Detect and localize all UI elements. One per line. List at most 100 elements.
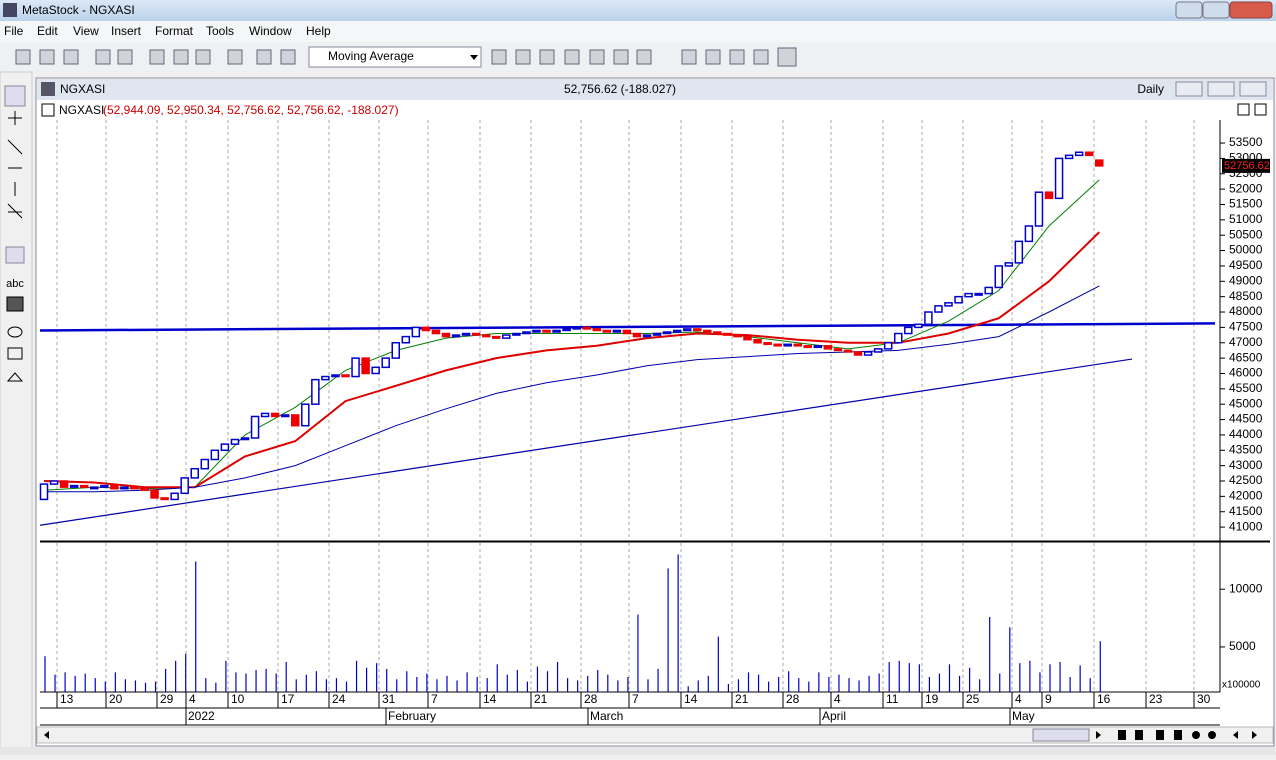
- scroll-right[interactable]: [1096, 731, 1101, 739]
- tool-button[interactable]: [280, 49, 296, 65]
- tool-button[interactable]: [95, 49, 111, 65]
- zoom-tool[interactable]: [5, 246, 25, 264]
- maximize-button[interactable]: [1202, 1, 1230, 19]
- tool-button[interactable]: [39, 49, 55, 65]
- candle-body: [662, 331, 672, 335]
- tool-button[interactable]: [15, 49, 31, 65]
- menu-item[interactable]: Edit: [37, 24, 58, 38]
- candle-body: [703, 329, 712, 333]
- tool-button[interactable]: [681, 49, 697, 65]
- tool-button[interactable]: [777, 47, 797, 67]
- tool-button[interactable]: [195, 49, 211, 65]
- page-left[interactable]: [1233, 731, 1238, 739]
- scroll-thumb[interactable]: [1032, 728, 1090, 742]
- tool-button[interactable]: [515, 49, 531, 65]
- candle-body: [582, 326, 591, 330]
- x-tick-label: 10: [231, 692, 245, 706]
- panel-close[interactable]: [1254, 103, 1267, 116]
- candle-body: [813, 345, 823, 349]
- tool-button[interactable]: [117, 49, 133, 65]
- indicator-name: Moving Average: [328, 49, 414, 63]
- ellipse-tool[interactable]: [7, 326, 23, 338]
- tool-button[interactable]: [636, 49, 652, 65]
- candle-body: [291, 414, 300, 427]
- menu-item[interactable]: Format: [155, 24, 194, 38]
- title-bar: [0, 0, 1276, 21]
- zoom-out[interactable]: [1192, 731, 1200, 739]
- candle-body: [522, 331, 531, 335]
- page-right[interactable]: [1252, 731, 1257, 739]
- candle-body: [1004, 262, 1014, 267]
- candle-body: [260, 412, 270, 418]
- y-tick-label: 45000: [1229, 396, 1263, 410]
- candle-body: [532, 329, 541, 333]
- tool-button[interactable]: [564, 49, 580, 65]
- x-tick-label: 23: [1149, 692, 1163, 706]
- tool-button[interactable]: [173, 49, 189, 65]
- triangle-tool[interactable]: [6, 372, 24, 382]
- minimize-button[interactable]: [1175, 1, 1203, 19]
- menu-item[interactable]: File: [4, 24, 24, 38]
- candle-body: [562, 328, 571, 332]
- candle-body: [451, 334, 461, 338]
- nav-button[interactable]: [1118, 730, 1126, 740]
- chart-restore[interactable]: [1207, 81, 1235, 97]
- tool-button[interactable]: [256, 49, 272, 65]
- tool-button[interactable]: [539, 49, 555, 65]
- candle-body: [100, 484, 109, 488]
- menu-item[interactable]: Tools: [206, 24, 234, 38]
- candle-body: [642, 334, 652, 338]
- menu-item[interactable]: Insert: [111, 24, 142, 38]
- menu-item[interactable]: Window: [249, 24, 292, 38]
- chart-minimize[interactable]: [1175, 81, 1203, 97]
- candle-body: [994, 265, 1003, 289]
- scroll-left[interactable]: [44, 731, 49, 739]
- candle-body: [672, 329, 682, 333]
- candle-body: [883, 342, 893, 350]
- tool-button[interactable]: [613, 49, 629, 65]
- x-tick-label: 11: [886, 692, 899, 706]
- candle-body: [280, 414, 290, 418]
- app-icon: [3, 3, 17, 17]
- tool-button[interactable]: [753, 49, 769, 65]
- tool-button[interactable]: [227, 49, 243, 65]
- nav-button[interactable]: [1156, 730, 1164, 740]
- trendline: [39, 358, 1133, 526]
- period: Daily: [1137, 82, 1164, 96]
- tool-button[interactable]: [589, 49, 605, 65]
- menu-item[interactable]: Help: [306, 24, 331, 38]
- crosshair-tool[interactable]: [8, 111, 22, 125]
- select-tool[interactable]: [4, 85, 26, 107]
- candle-body: [602, 329, 612, 333]
- candle-body: [512, 332, 521, 336]
- zoom-in[interactable]: [1208, 731, 1216, 739]
- x-tick-label: 30: [1197, 692, 1211, 706]
- fibonacci-tool[interactable]: [7, 203, 23, 219]
- candle-body: [160, 497, 169, 501]
- candle-body: [502, 334, 511, 339]
- tool-button[interactable]: [705, 49, 721, 65]
- candle-body: [1044, 191, 1054, 200]
- rectangle-tool[interactable]: [7, 347, 23, 360]
- panel-maximize[interactable]: [1237, 103, 1250, 116]
- candle-body: [763, 342, 772, 346]
- x-tick-label: 28: [786, 692, 800, 706]
- tool-button[interactable]: [149, 49, 165, 65]
- trendline-tool[interactable]: [7, 139, 23, 155]
- text-tool[interactable]: abc: [6, 278, 24, 290]
- y-tick-label: 41000: [1229, 519, 1263, 533]
- x-tick-label: 14: [684, 692, 698, 706]
- tool-button[interactable]: [491, 49, 507, 65]
- tool-button[interactable]: [63, 49, 79, 65]
- close-button[interactable]: [1229, 1, 1273, 19]
- scrollbar[interactable]: [36, 726, 1274, 744]
- nav-button[interactable]: [1135, 730, 1143, 740]
- tool-button[interactable]: [729, 49, 745, 65]
- nav-button[interactable]: [1174, 730, 1182, 740]
- candle-body: [632, 332, 642, 338]
- chart-close[interactable]: [1239, 81, 1267, 97]
- table-tool[interactable]: [6, 296, 24, 312]
- menu-item[interactable]: View: [73, 24, 99, 38]
- indicator-dropdown[interactable]: [308, 46, 482, 68]
- candle-body: [471, 332, 481, 336]
